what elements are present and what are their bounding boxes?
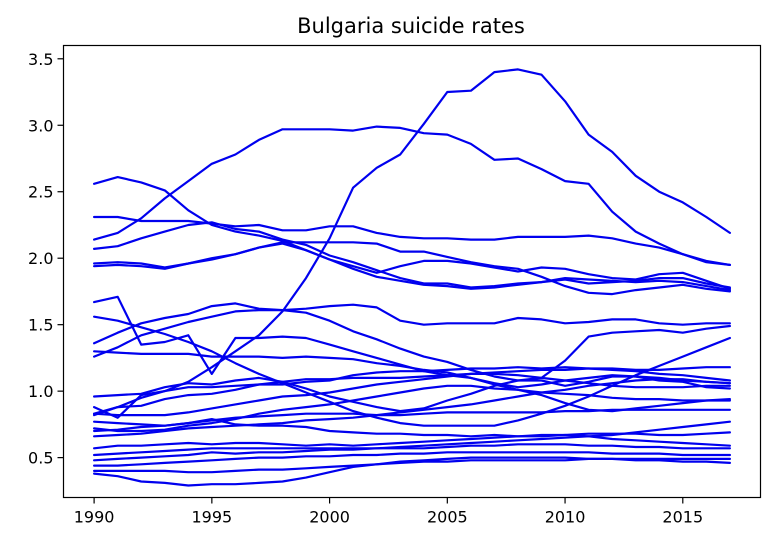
series-line-7 <box>92 242 732 292</box>
series-line-9 <box>92 315 732 427</box>
series-line-21 <box>92 433 732 450</box>
series-line-1 <box>92 125 732 266</box>
series-line-4 <box>92 215 732 266</box>
series-line-6 <box>92 241 732 296</box>
series-layer <box>92 68 732 487</box>
series-line-14 <box>92 366 732 419</box>
series-line-23 <box>92 443 732 462</box>
chart-title: Bulgaria suicide rates <box>297 14 525 38</box>
series-line-13 <box>92 375 732 413</box>
x-tick-label: 2005 <box>427 508 468 527</box>
series-line-24 <box>92 451 732 467</box>
series-line-19 <box>92 378 732 438</box>
x-tick-label: 1990 <box>74 508 115 527</box>
x-tick-label: 2000 <box>309 508 350 527</box>
y-tick-label: 3.0 <box>28 116 53 135</box>
series-line-16 <box>92 372 732 417</box>
y-tick-label: 3.5 <box>28 50 53 69</box>
series-line-5 <box>92 221 732 289</box>
series-line-15 <box>92 366 732 415</box>
y-tick-label: 2.0 <box>28 249 53 268</box>
series-line-3 <box>92 176 732 290</box>
series-line-10 <box>92 302 732 345</box>
y-tick-label: 0.5 <box>28 449 53 468</box>
series-line-2 <box>92 68 732 417</box>
y-tick-label: 1.0 <box>28 382 53 401</box>
plot-frame <box>62 44 762 499</box>
series-line-12 <box>92 350 732 402</box>
x-tick-label: 1995 <box>191 508 232 527</box>
series-line-11 <box>92 309 732 382</box>
y-tick-label: 2.5 <box>28 183 53 202</box>
x-tick-label: 2015 <box>662 508 703 527</box>
x-tick-label: 2010 <box>545 508 586 527</box>
series-line-22 <box>92 420 732 457</box>
series-line-26 <box>92 456 732 487</box>
x-axis: 1990 1995 2000 2005 2010 2015 <box>74 497 703 527</box>
y-tick-label: 1.5 <box>28 316 53 335</box>
y-axis: 0.5 1.0 1.5 2.0 2.5 3.0 3.5 <box>28 50 64 468</box>
